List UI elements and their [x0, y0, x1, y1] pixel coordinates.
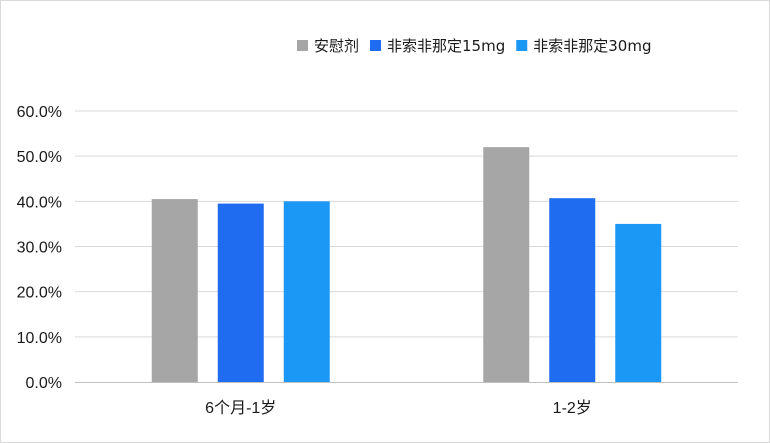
legend-label: 非索非那定30mg [533, 37, 651, 55]
bar [483, 147, 530, 382]
bar [283, 201, 330, 382]
legend-swatch [297, 40, 308, 51]
y-tick-label: 40.0% [17, 194, 62, 211]
y-tick-label: 50.0% [17, 149, 62, 166]
bar [217, 203, 264, 382]
bar [615, 223, 662, 382]
y-tick-label: 30.0% [17, 240, 62, 257]
x-category-label: 6个月-1岁 [205, 399, 276, 417]
y-tick-label: 60.0% [17, 104, 62, 121]
x-category-label: 1-2岁 [553, 399, 592, 417]
legend-swatch [516, 40, 528, 51]
y-tick-label: 0.0% [26, 375, 62, 392]
legend-swatch [370, 40, 382, 51]
legend-label: 非索非那定15mg [387, 37, 505, 55]
legend-label: 安慰剂 [314, 37, 359, 55]
bar [549, 198, 596, 382]
y-tick-label: 20.0% [17, 285, 62, 302]
bar [151, 199, 198, 382]
y-tick-label: 10.0% [17, 330, 62, 347]
